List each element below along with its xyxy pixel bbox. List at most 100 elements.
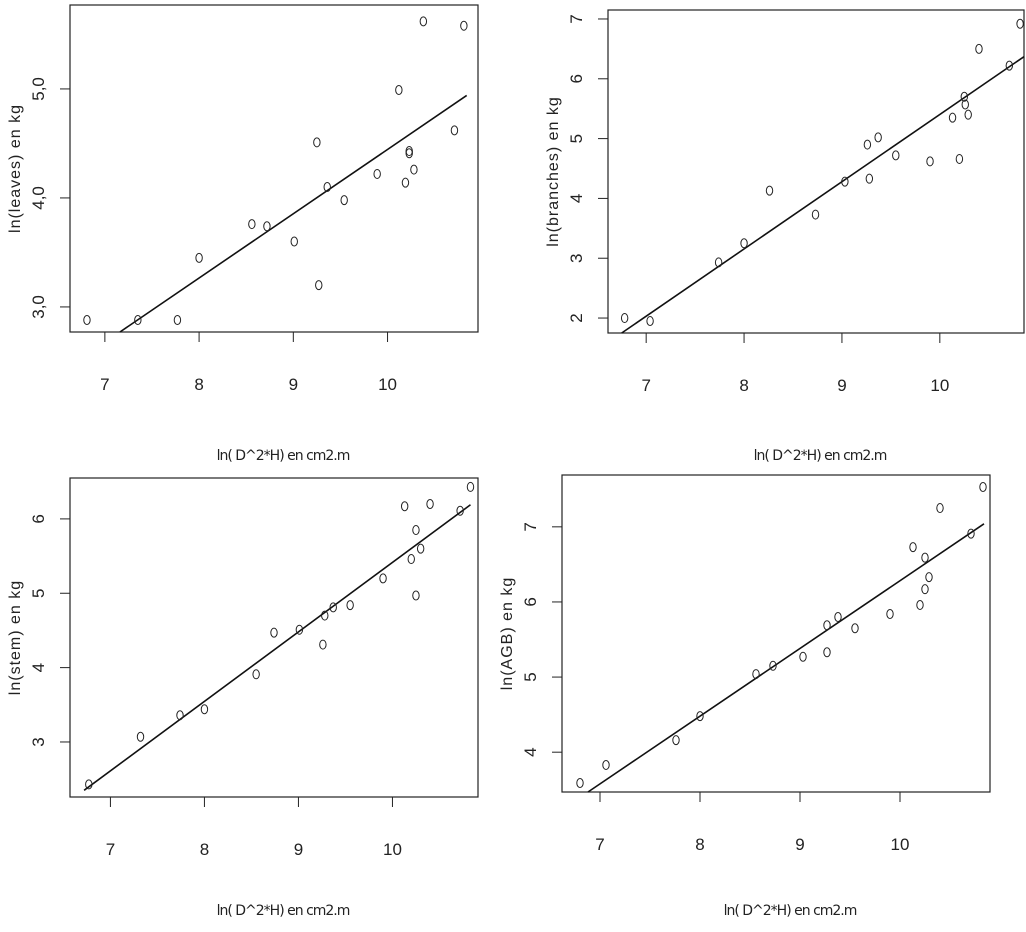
data-point xyxy=(466,481,475,492)
x-tick-label: 8 xyxy=(200,840,209,859)
data-point xyxy=(412,525,420,536)
data-point xyxy=(426,499,434,510)
data-point xyxy=(200,704,209,715)
data-point xyxy=(646,316,654,327)
data-point xyxy=(967,528,975,539)
data-point xyxy=(1005,60,1014,71)
fit-line xyxy=(587,523,985,793)
data-point xyxy=(936,503,944,514)
data-point xyxy=(315,280,323,291)
data-point xyxy=(769,660,777,671)
data-point xyxy=(346,600,354,611)
data-point xyxy=(176,710,184,721)
data-point xyxy=(960,91,968,102)
data-point xyxy=(460,20,468,31)
data-point xyxy=(823,620,831,631)
y-axis-label: ln(stem) en kg xyxy=(7,580,24,695)
data-point xyxy=(340,195,348,206)
data-point xyxy=(323,182,331,193)
x-tick-label: 8 xyxy=(739,376,748,395)
data-point xyxy=(892,150,900,161)
x-tick-label: 8 xyxy=(695,835,704,854)
data-point xyxy=(961,99,969,110)
data-point xyxy=(925,572,933,583)
data-point xyxy=(921,584,929,595)
data-point xyxy=(811,209,820,220)
data-point xyxy=(874,132,882,143)
data-point xyxy=(373,168,381,179)
y-tick-label: 4 xyxy=(29,663,48,672)
y-tick-label: 6 xyxy=(521,597,540,606)
data-point xyxy=(799,651,807,662)
data-point xyxy=(195,252,203,263)
data-point xyxy=(834,611,842,622)
data-point xyxy=(909,542,917,553)
data-point xyxy=(416,543,425,554)
data-point xyxy=(395,85,403,96)
data-point xyxy=(714,257,723,268)
data-point xyxy=(865,173,874,184)
x-axis-label: ln( D^2*H) en cm2.m xyxy=(217,903,350,919)
x-tick-label: 7 xyxy=(106,840,115,859)
x-tick-label: 10 xyxy=(378,375,397,394)
y-tick-label: 5,0 xyxy=(29,77,48,101)
data-point xyxy=(672,735,680,746)
data-point xyxy=(329,602,337,613)
x-tick-label: 9 xyxy=(795,835,804,854)
fit-line xyxy=(119,94,468,333)
data-point xyxy=(948,112,957,123)
data-point xyxy=(410,164,418,175)
data-point xyxy=(412,590,420,601)
x-tick-label: 7 xyxy=(595,835,604,854)
y-tick-label: 5 xyxy=(521,672,540,681)
y-tick-label: 4 xyxy=(521,747,540,756)
plot-frame xyxy=(561,474,991,793)
x-tick-label: 10 xyxy=(930,376,949,395)
data-point xyxy=(955,153,964,164)
plot-frame xyxy=(69,4,479,333)
data-point xyxy=(1016,18,1024,29)
data-point xyxy=(270,627,278,638)
y-tick-label: 6 xyxy=(29,514,48,523)
y-tick-label: 4,0 xyxy=(29,186,48,210)
data-point xyxy=(252,669,260,680)
x-axis-label: ln( D^2*H) en cm2.m xyxy=(217,448,350,464)
data-point xyxy=(602,759,610,770)
y-tick-label: 3 xyxy=(29,737,48,746)
data-point xyxy=(851,623,859,634)
data-point xyxy=(740,238,748,249)
data-point xyxy=(456,505,464,516)
data-point xyxy=(765,185,774,196)
data-point xyxy=(419,16,428,27)
data-point xyxy=(319,639,327,650)
data-point xyxy=(136,731,145,742)
x-tick-label: 9 xyxy=(294,840,303,859)
data-point xyxy=(841,176,849,187)
y-tick-label: 2 xyxy=(567,313,586,322)
x-tick-label: 10 xyxy=(891,835,910,854)
data-point xyxy=(313,137,321,148)
data-point xyxy=(405,146,413,157)
data-point xyxy=(85,779,93,790)
data-point xyxy=(290,236,298,247)
y-axis-label: ln(AGB) en kg xyxy=(499,577,516,690)
data-point xyxy=(576,777,584,788)
y-tick-label: 3,0 xyxy=(29,295,48,319)
data-point xyxy=(886,608,894,619)
data-point xyxy=(400,501,409,512)
data-point xyxy=(921,552,929,563)
y-tick-label: 5 xyxy=(29,589,48,598)
data-point xyxy=(295,624,304,635)
y-axis-label: ln(leaves) en kg xyxy=(7,104,24,233)
x-tick-label: 7 xyxy=(100,375,109,394)
y-axis-label: ln(branches) en kg xyxy=(545,96,562,247)
y-tick-label: 6 xyxy=(567,74,586,83)
plot-frame xyxy=(69,477,479,798)
x-tick-label: 9 xyxy=(289,375,298,394)
y-tick-label: 7 xyxy=(567,14,586,23)
x-tick-label: 10 xyxy=(383,840,402,859)
data-point xyxy=(405,148,413,159)
data-point xyxy=(450,125,459,136)
data-point xyxy=(926,156,934,167)
y-tick-label: 3 xyxy=(567,253,586,262)
